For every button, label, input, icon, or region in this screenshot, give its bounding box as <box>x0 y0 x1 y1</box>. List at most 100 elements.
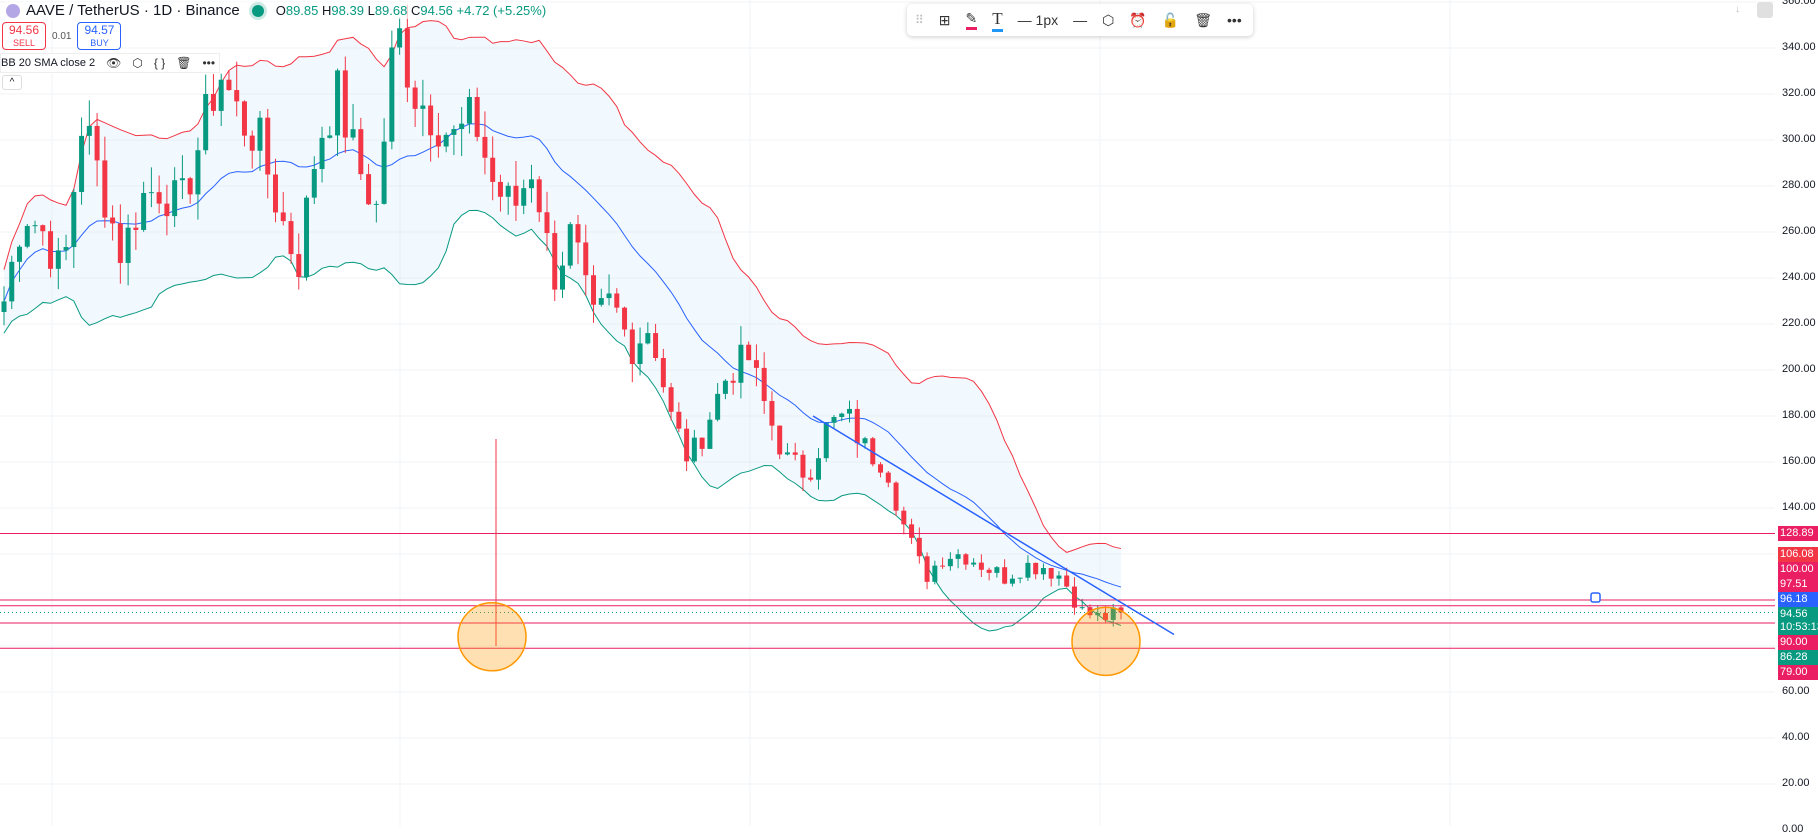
candle-body <box>1056 575 1062 579</box>
candle-body <box>63 247 69 251</box>
candle-body <box>839 413 845 417</box>
line-width-button[interactable]: — 1px <box>1017 12 1059 28</box>
candle-body <box>164 203 170 217</box>
candle-body <box>1118 607 1124 613</box>
indicator-label[interactable]: BB 20 SMA close 2 <box>1 57 96 69</box>
indicator-legend: BB 20 SMA close 2 👁 ⬡ { } 🗑 ••• <box>0 53 221 73</box>
candle-body <box>606 293 612 299</box>
market-open-icon <box>251 4 264 17</box>
price-tick-label: 200.00 <box>1782 363 1816 375</box>
candle-body <box>1 301 7 312</box>
candle-body <box>932 565 938 582</box>
price-tick-label: 280.00 <box>1782 179 1816 191</box>
more-icon[interactable]: ••• <box>202 56 216 70</box>
settings-icon[interactable]: ⬡ <box>132 56 143 70</box>
candle-body <box>591 275 597 305</box>
text-color-icon[interactable]: T <box>992 9 1003 32</box>
highlight-circle <box>1071 606 1141 677</box>
candle-body <box>280 212 286 222</box>
candle-body <box>629 329 635 365</box>
candle-body <box>792 452 798 455</box>
candle-body <box>916 537 922 557</box>
candle-body <box>947 558 953 567</box>
eye-icon[interactable]: 👁 <box>106 56 122 70</box>
candle-body <box>660 358 666 388</box>
drawing-toolbar: ⠿ ⊞ ✎ T — 1px — ⬡ ⏰ 🔓 🗑 ••• <box>907 4 1253 36</box>
price-tag: 100.00 <box>1778 562 1818 577</box>
sell-button[interactable]: 94.56 SELL <box>2 22 46 50</box>
candle-body <box>257 117 263 151</box>
candle-body <box>769 401 775 426</box>
symbol-legend: AAVE / TetherUS · 1D · Binance O89.85 H9… <box>6 2 547 19</box>
unlock-icon[interactable]: 🔓 <box>1161 11 1180 28</box>
candle-body <box>1071 586 1077 608</box>
price-tag: 10:53:13 <box>1778 620 1818 635</box>
candle-body <box>179 178 185 181</box>
candle-body <box>901 510 907 525</box>
symbol-logo-icon <box>6 3 20 18</box>
candle-body <box>497 181 503 197</box>
candle-body <box>722 380 728 394</box>
candle-body <box>823 422 829 459</box>
spread: 0.01 <box>52 30 72 42</box>
candle-body <box>1102 613 1108 620</box>
more-icon[interactable]: ••• <box>1227 12 1242 28</box>
arrow-down-icon[interactable]: ↓ <box>1735 4 1740 15</box>
price-tag: 86.28 <box>1778 650 1818 665</box>
candle-body <box>552 233 558 290</box>
trash-icon[interactable]: 🗑 <box>176 56 192 70</box>
candle-body <box>1064 575 1070 587</box>
candle-body <box>854 408 860 444</box>
candle-body <box>342 70 348 138</box>
candle-body <box>862 438 868 444</box>
candle-body <box>249 135 255 151</box>
trash-icon[interactable]: 🗑 <box>1194 11 1213 28</box>
candle-body <box>94 125 100 161</box>
candle-body <box>125 227 131 263</box>
candle-body <box>24 225 30 247</box>
pen-color-icon[interactable]: ✎ <box>965 10 978 30</box>
candle-body <box>614 293 620 308</box>
price-tick-label: 360.00 <box>1782 0 1816 7</box>
drag-handle-icon[interactable]: ⠿ <box>915 13 924 27</box>
settings-icon[interactable]: ⬡ <box>1102 11 1115 28</box>
candle-body <box>350 129 356 138</box>
price-tick-label: 140.00 <box>1782 501 1816 513</box>
line-style-icon[interactable]: — <box>1073 12 1088 28</box>
candle-body <box>272 174 278 213</box>
alert-clock-icon[interactable]: ⏰ <box>1129 11 1147 28</box>
candle-body <box>521 188 527 206</box>
price-tick-label: 40.00 <box>1782 731 1810 743</box>
settings-square-icon[interactable] <box>1757 2 1773 18</box>
candle-body <box>536 179 542 213</box>
bb-fill <box>4 20 1121 631</box>
candle-body <box>738 344 744 383</box>
candle-body <box>79 135 85 193</box>
bb-upper-line <box>3 20 1122 553</box>
candle-body <box>226 79 232 91</box>
bb-basis-line <box>3 123 1122 588</box>
candle-body <box>48 231 54 269</box>
candle-body <box>335 70 341 136</box>
symbol-title[interactable]: AAVE / TetherUS · 1D · Binance <box>26 2 240 19</box>
candle-body <box>1048 568 1054 579</box>
candle-body <box>784 452 790 455</box>
candle-body <box>40 225 46 232</box>
price-tick-label: 240.00 <box>1782 271 1816 283</box>
price-tick-label: 160.00 <box>1782 455 1816 467</box>
candle-body <box>567 224 573 266</box>
candle-body <box>404 28 410 88</box>
collapse-legend-button[interactable]: ^ <box>2 75 22 90</box>
price-tick-label: 20.00 <box>1782 777 1810 789</box>
price-tick-label: 0.00 <box>1782 823 1804 835</box>
price-tick-label: 340.00 <box>1782 41 1816 53</box>
candle-body <box>110 217 116 224</box>
candle-body <box>653 333 659 359</box>
candle-body <box>978 562 984 570</box>
candle-body <box>955 554 961 559</box>
candle-body <box>940 565 946 567</box>
object-tree-icon[interactable]: ⊞ <box>938 11 951 28</box>
source-code-icon[interactable]: { } <box>153 56 166 70</box>
buy-button[interactable]: 94.57 BUY <box>77 22 122 50</box>
